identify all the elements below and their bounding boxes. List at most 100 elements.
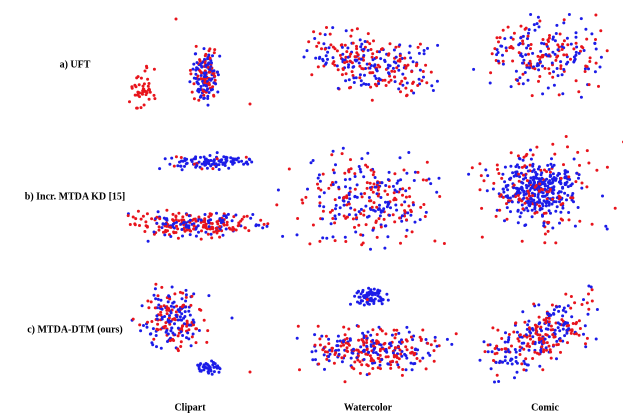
point xyxy=(362,303,366,307)
point xyxy=(506,188,510,192)
point xyxy=(539,49,543,53)
point xyxy=(395,181,399,185)
point xyxy=(599,29,603,33)
point xyxy=(547,320,551,324)
point xyxy=(559,210,563,214)
point xyxy=(155,345,158,349)
point xyxy=(397,87,401,91)
point xyxy=(379,210,383,214)
point xyxy=(526,199,530,203)
point xyxy=(525,179,529,183)
point xyxy=(519,24,523,28)
point xyxy=(212,93,216,97)
point xyxy=(549,350,553,354)
point xyxy=(215,157,219,161)
point xyxy=(514,360,518,363)
point xyxy=(342,343,345,347)
point xyxy=(536,15,540,19)
point xyxy=(586,312,590,316)
point xyxy=(190,335,194,339)
point xyxy=(179,330,183,334)
point xyxy=(555,357,558,361)
point xyxy=(325,26,328,29)
point xyxy=(206,232,210,236)
point xyxy=(386,362,390,366)
point xyxy=(333,214,337,218)
point xyxy=(563,334,567,338)
point xyxy=(408,195,412,199)
point xyxy=(577,51,581,55)
point xyxy=(410,70,414,74)
point xyxy=(521,82,525,86)
point xyxy=(405,325,409,329)
point xyxy=(571,196,575,200)
point xyxy=(147,82,151,85)
point xyxy=(344,29,348,33)
point xyxy=(369,85,373,89)
point xyxy=(376,194,380,198)
point xyxy=(497,172,501,175)
point xyxy=(535,145,539,149)
point xyxy=(138,323,142,327)
point xyxy=(562,39,566,43)
point xyxy=(334,349,338,352)
point xyxy=(375,235,379,239)
point xyxy=(357,61,361,65)
point xyxy=(407,186,411,190)
point xyxy=(321,217,324,221)
point xyxy=(518,76,522,80)
point xyxy=(327,46,331,50)
point xyxy=(574,31,578,35)
point xyxy=(496,167,499,171)
point xyxy=(318,343,322,347)
point xyxy=(352,76,356,80)
point xyxy=(372,300,376,304)
point xyxy=(218,217,222,221)
point xyxy=(514,186,518,190)
point xyxy=(310,350,314,354)
point xyxy=(323,345,327,349)
point xyxy=(217,159,221,163)
point xyxy=(171,317,175,321)
point xyxy=(535,210,539,214)
point xyxy=(358,38,362,42)
point xyxy=(538,19,542,23)
point xyxy=(503,180,507,184)
point xyxy=(340,360,344,364)
point xyxy=(555,23,559,27)
point xyxy=(322,42,326,46)
point xyxy=(478,162,482,166)
point xyxy=(141,87,145,91)
point xyxy=(552,312,555,315)
point xyxy=(521,61,524,65)
point xyxy=(572,47,576,51)
point xyxy=(149,300,153,304)
point xyxy=(433,339,437,343)
point xyxy=(208,68,212,71)
point xyxy=(171,337,175,341)
point xyxy=(413,348,417,352)
point xyxy=(178,318,182,322)
point xyxy=(311,223,315,227)
point xyxy=(128,100,131,104)
point xyxy=(552,177,556,181)
point xyxy=(398,43,402,47)
point xyxy=(202,318,206,322)
point xyxy=(248,102,252,106)
point xyxy=(205,340,209,344)
point xyxy=(532,181,536,185)
point xyxy=(218,235,222,239)
point xyxy=(173,318,177,322)
point xyxy=(566,304,570,308)
point xyxy=(145,66,149,70)
point xyxy=(237,221,241,225)
point xyxy=(353,187,357,191)
point xyxy=(524,368,528,372)
point xyxy=(536,193,540,197)
point xyxy=(353,208,357,212)
point xyxy=(558,190,561,194)
point xyxy=(275,203,279,207)
point xyxy=(544,333,548,336)
point xyxy=(523,201,527,205)
point xyxy=(176,347,180,351)
